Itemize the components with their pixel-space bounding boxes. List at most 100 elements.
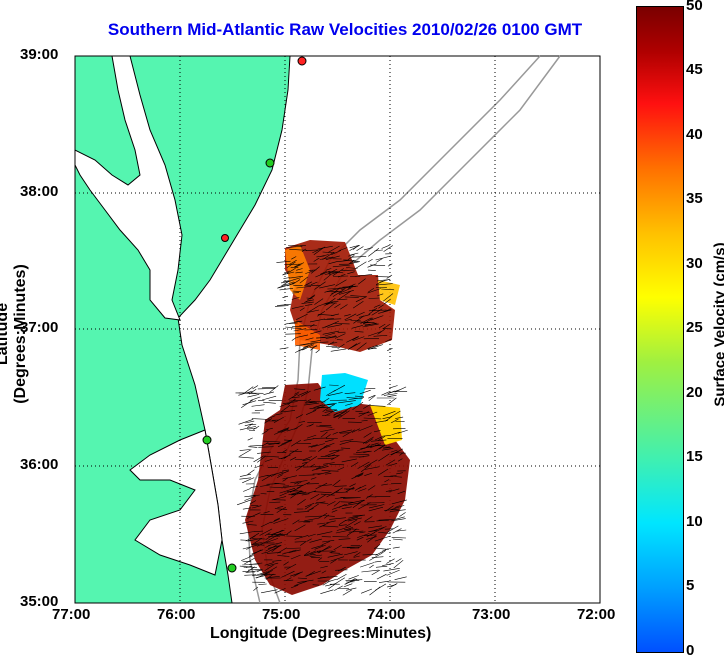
velocity-vector (329, 550, 336, 553)
velocity-vector (383, 393, 398, 396)
velocity-vector (348, 285, 354, 290)
velocity-vector (332, 504, 347, 510)
velocity-vector (341, 506, 352, 509)
velocity-vector (363, 338, 380, 340)
velocity-vector (368, 307, 378, 315)
velocity-vector (336, 491, 349, 493)
velocity-vector (339, 441, 351, 445)
velocity-vector (352, 514, 366, 517)
velocity-vector (337, 566, 346, 572)
velocity-vector (344, 296, 359, 298)
x-tick-label: 75:00 (262, 606, 301, 623)
velocity-vector (378, 309, 392, 314)
velocity-vector (290, 571, 303, 577)
velocity-vector (308, 503, 319, 511)
velocity-vector (254, 409, 264, 411)
velocity-vector (373, 304, 381, 308)
velocity-vector (270, 518, 280, 524)
velocity-vector (318, 545, 331, 554)
velocity-vector (309, 318, 325, 323)
velocity-vector (282, 401, 298, 404)
velocity-vector (345, 519, 358, 528)
velocity-vector (335, 529, 352, 534)
velocity-vector (332, 289, 345, 297)
velocity-vector (394, 505, 400, 508)
velocity-vector (382, 563, 394, 566)
velocity-vector (283, 280, 290, 282)
velocity-vector (323, 274, 331, 281)
velocity-vector (342, 589, 352, 596)
velocity-vector (287, 398, 296, 406)
velocity-vector (331, 509, 338, 513)
velocity-vector (349, 245, 360, 251)
velocity-vector (314, 544, 326, 550)
velocity-vector (257, 455, 267, 463)
velocity-vector (356, 311, 365, 317)
velocity-vector (325, 409, 337, 417)
velocity-vector (277, 555, 290, 557)
velocity-vector (294, 391, 300, 395)
velocity-vector (305, 410, 317, 415)
velocity-vector (310, 493, 320, 500)
velocity-vector (244, 423, 253, 427)
velocity-vector (374, 535, 391, 542)
velocity-vector (242, 477, 255, 484)
velocity-vector (286, 268, 296, 274)
velocity-vector (345, 516, 358, 521)
velocity-vector (296, 481, 302, 485)
velocity-vector (385, 338, 392, 343)
velocity-vector (290, 484, 303, 487)
velocity-vector (374, 547, 389, 550)
velocity-vector (242, 400, 257, 406)
velocity-vector (283, 277, 291, 279)
velocity-vector (349, 483, 356, 487)
x-tick-label: 77:00 (52, 606, 91, 623)
velocity-vector (296, 462, 308, 471)
velocity-vector (288, 393, 299, 400)
velocity-vector (394, 476, 402, 478)
velocity-vector (328, 403, 336, 408)
velocity-vector (349, 440, 367, 443)
velocity-vector (379, 445, 386, 450)
velocity-vector (268, 542, 283, 546)
velocity-vector (256, 568, 263, 573)
velocity-vector (348, 530, 364, 533)
velocity-vector (279, 487, 296, 494)
velocity-vector (333, 411, 342, 415)
velocity-vector (353, 521, 361, 526)
velocity-vector (367, 532, 376, 537)
velocity-patch-north-warm (378, 280, 400, 305)
velocity-vector (239, 449, 252, 457)
velocity-vector (266, 538, 279, 543)
velocity-vector (321, 398, 330, 404)
velocity-vector (318, 484, 332, 487)
velocity-vector (327, 501, 336, 506)
velocity-vector (382, 435, 392, 437)
velocity-vector (368, 309, 376, 312)
velocity-vector (294, 524, 306, 532)
velocity-vector (266, 552, 281, 554)
velocity-vector (326, 402, 337, 405)
velocity-vector (350, 295, 367, 297)
velocity-vector (282, 271, 295, 276)
velocity-vector (387, 348, 393, 351)
velocity-vector (305, 304, 313, 306)
velocity-vector (360, 588, 373, 594)
velocity-vector (334, 485, 347, 487)
velocity-vector (385, 417, 391, 422)
velocity-vector (334, 303, 341, 309)
velocity-vector (293, 572, 301, 577)
velocity-vector (273, 416, 284, 423)
velocity-vector (368, 248, 380, 257)
velocity-vector (376, 258, 383, 263)
velocity-vector (270, 529, 285, 535)
velocity-vector (322, 330, 340, 335)
velocity-vector (282, 449, 288, 453)
velocity-vector (352, 336, 365, 342)
velocity-vector (247, 537, 263, 542)
velocity-vector (291, 492, 308, 495)
velocity-vector (304, 502, 315, 508)
velocity-vector (286, 547, 301, 549)
velocity-vector (322, 515, 335, 517)
